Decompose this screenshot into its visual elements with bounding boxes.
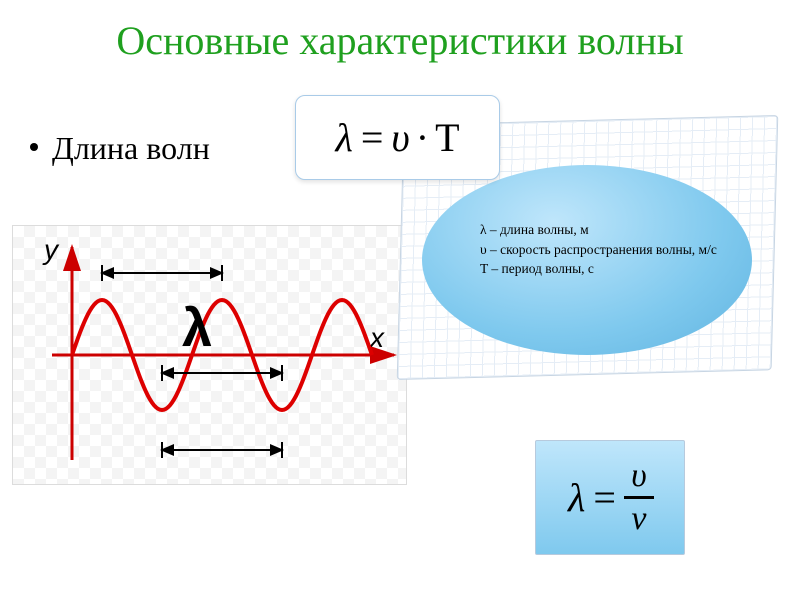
lambda-label: λ: [182, 297, 212, 359]
legend-line-2: υ – скорость распространения волны, м/с: [480, 240, 717, 260]
y-axis-label: y: [42, 234, 60, 265]
bullet-dot-icon: [30, 143, 38, 151]
lambda-arrow-mid: [162, 365, 282, 381]
page-title: Основные характеристики волны: [0, 0, 800, 64]
legend-text: λ – длина волны, м υ – скорость распрост…: [480, 220, 717, 279]
equals-char-2: =: [593, 474, 616, 521]
t-char: T: [435, 114, 459, 161]
bullet-row: Длина волн: [30, 130, 210, 167]
wave-diagram: y x λ: [12, 225, 407, 485]
equals-char: =: [361, 114, 384, 161]
upsilon-char: υ: [391, 114, 409, 161]
lambda-char-2: λ: [568, 474, 585, 521]
dot-char: ·: [416, 114, 429, 161]
legend-line-3: T – период волны, с: [480, 259, 717, 279]
lambda-arrow-bottom: [162, 442, 282, 458]
legend-line-1: λ – длина волны, м: [480, 220, 717, 240]
lambda-char: λ: [335, 114, 352, 161]
numerator: υ: [631, 459, 647, 493]
formula-card-lambda-frac: λ = υ ν: [535, 440, 685, 555]
fraction-bar-icon: [624, 496, 654, 499]
bullet-label: Длина волн: [52, 130, 210, 167]
fraction: υ ν: [624, 459, 654, 536]
denominator: ν: [631, 502, 646, 536]
lambda-arrow-top: [102, 265, 222, 281]
formula-card-lambda-vt: λ = υ · T: [295, 95, 500, 180]
